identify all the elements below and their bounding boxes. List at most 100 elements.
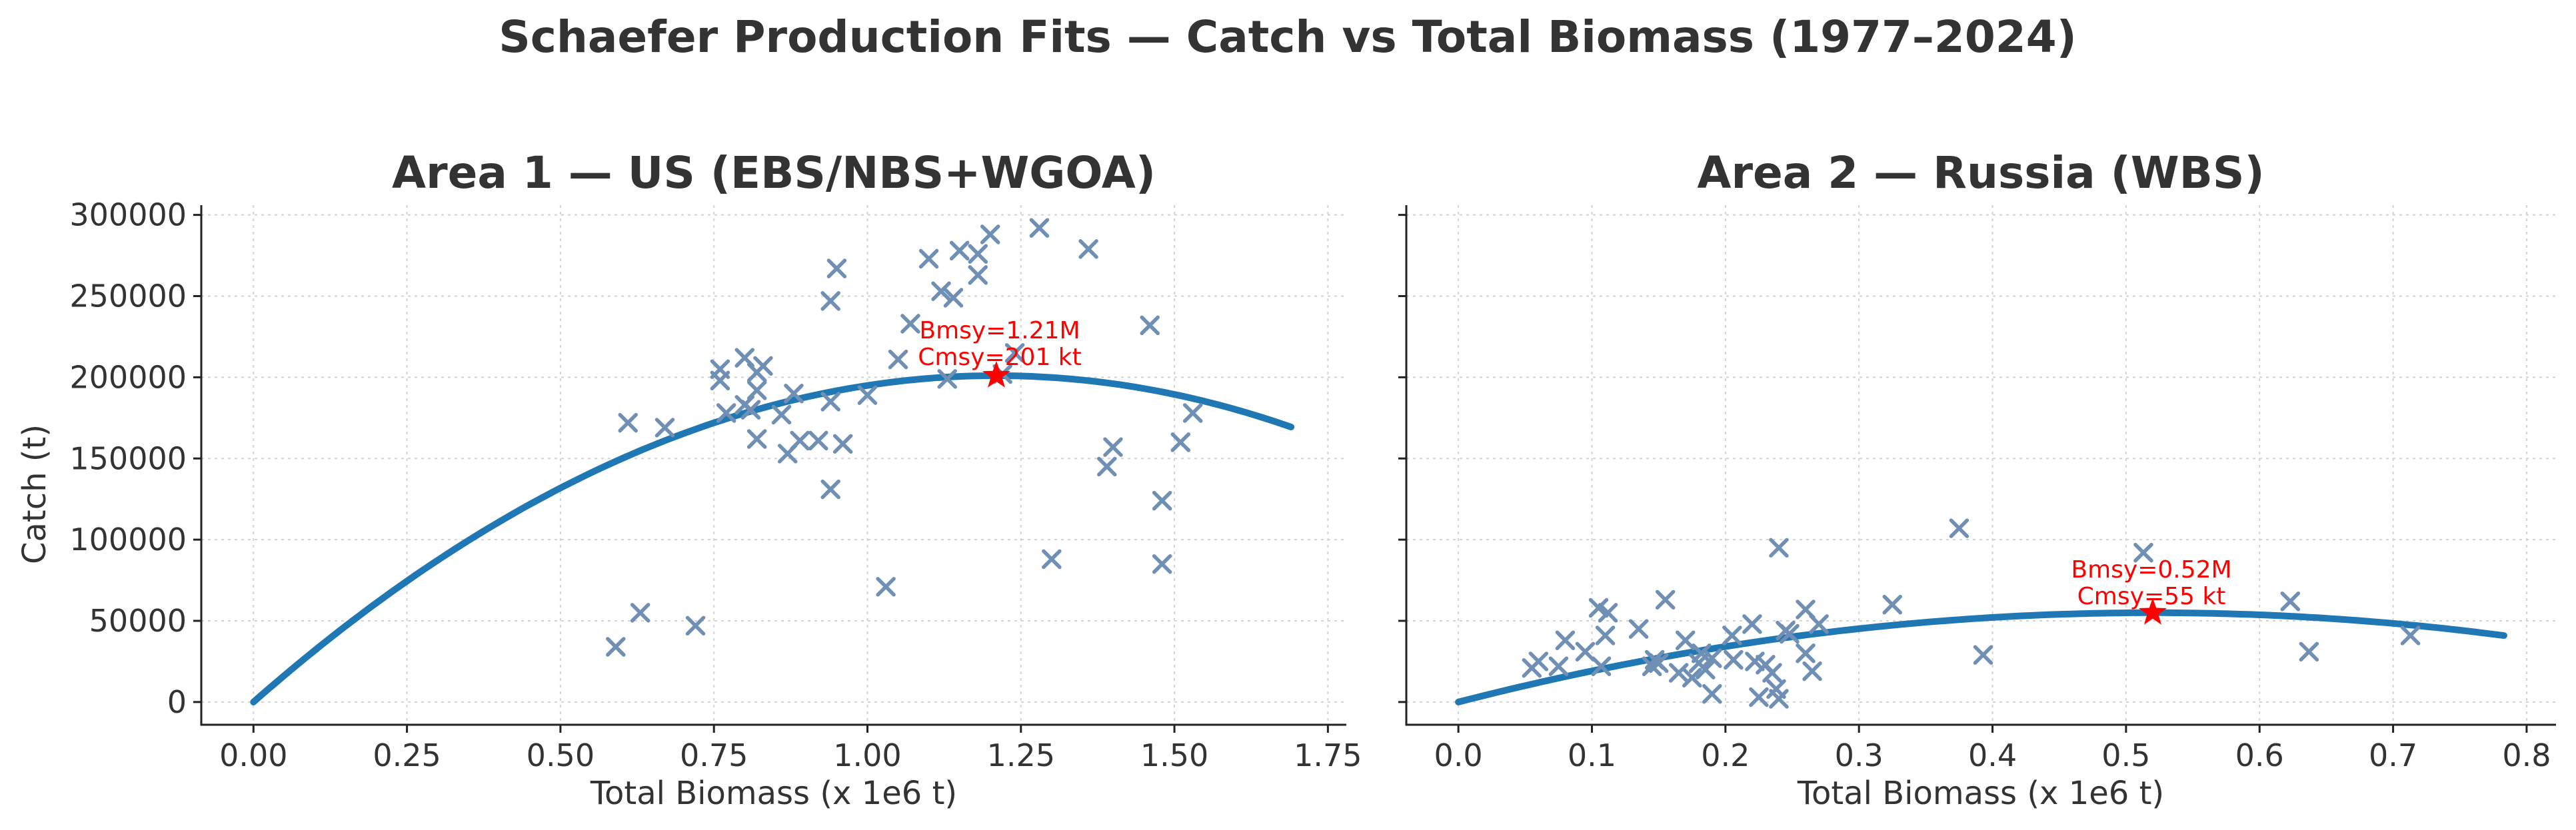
panel-2-observation-point <box>1528 651 1549 671</box>
panel-2-x-tick-label: 0.5 <box>2101 737 2150 773</box>
panel-2-observation-point <box>1745 651 1765 671</box>
panel-2-observation-point <box>1802 661 1822 681</box>
panel-1-y-tick-label: 100000 <box>69 522 187 558</box>
panel-1-observation-point <box>808 430 828 451</box>
panel-1-y-tick-label: 50000 <box>89 603 187 639</box>
panel-2-x-tick-label: 0.0 <box>1434 737 1483 773</box>
panel-1-observation-point <box>826 258 847 278</box>
panel-2-observation-point <box>1682 667 1702 688</box>
panel-1-observation-point <box>857 385 878 405</box>
panel-1-annotation-bmsy: Bmsy=1.21M <box>919 317 1080 344</box>
panel-2-observation-point <box>2133 542 2153 563</box>
panel-1-observation-point <box>949 240 970 260</box>
panel-1-observation-point <box>784 384 804 404</box>
panel-1-observation-point <box>710 370 730 390</box>
panel-1-y-axis-label: Catch (t) <box>16 424 53 564</box>
panel-1-x-tick-label: 0.00 <box>219 737 287 773</box>
panel-2-x-tick-label: 0.3 <box>1835 737 1884 773</box>
panel-1-observation-point <box>888 349 908 370</box>
panel-1-observation-point <box>654 418 675 438</box>
panel-2-x-tick-label: 0.8 <box>2502 737 2551 773</box>
panel-2-schaefer-fit-line <box>1455 609 2507 705</box>
panel-1-observation-point <box>1096 456 1117 477</box>
panel-2-axes: 0.0 0.1 0.2 0.3 0.4 0.5 0.6 0.7 0.8 <box>1398 205 2556 773</box>
panel-1-observation-point <box>980 224 1000 244</box>
panel-1-observation-point <box>900 314 920 334</box>
panel-1-observation-point <box>968 265 988 285</box>
panel-1-grid <box>201 205 1346 725</box>
panel-1-observation-point <box>832 434 853 454</box>
panel-2-observation-point <box>1702 648 1722 668</box>
panel-1-x-tick-label: 0.50 <box>527 737 595 773</box>
panel-2-annotation-bmsy: Bmsy=0.52M <box>2071 556 2231 584</box>
panel-1-observation-point <box>753 356 773 376</box>
panel-2-x-tick-label: 0.4 <box>1968 737 2017 773</box>
panel-2-x-axis-label: Total Biomass (x 1e6 t) <box>1797 775 2164 812</box>
panel-1-observation-point <box>740 400 761 420</box>
panel-2-observation-point <box>1598 603 1618 623</box>
panel-1-observation-point <box>1078 239 1098 259</box>
panel-1-observation-point <box>1170 432 1191 452</box>
panel-1-x-tick-label: 1.25 <box>987 737 1055 773</box>
panel-2-observation-point <box>1696 659 1716 679</box>
panel-2-observation-point <box>1628 619 1649 639</box>
panel-2-x-tick-label: 0.7 <box>2369 737 2417 773</box>
panel-2-annotation-cmsy: Cmsy=55 kt <box>2077 583 2226 610</box>
panel-2-observation-point <box>1591 656 1612 676</box>
panel-2-axis-spines <box>1405 205 2556 726</box>
panel-1-y-tick-label: 150000 <box>69 440 187 476</box>
panel-2-observation-point <box>2280 592 2301 612</box>
panel-2-observation-point <box>1575 641 1596 662</box>
panel-1-observation-point <box>746 429 767 449</box>
panel-2-x-tick-label: 0.2 <box>1701 737 1750 773</box>
panel-1-observation-point <box>790 430 810 451</box>
panel-1-observation-point <box>937 369 957 389</box>
panel-1-observation-point <box>685 616 706 636</box>
panel-1-observation-point <box>606 637 626 657</box>
panel-2-observation-point <box>1796 643 1816 663</box>
panel-1-x-tick-label: 1.00 <box>833 737 901 773</box>
panel-2-observation-point <box>1749 687 1769 707</box>
panel-1-observation-point <box>1042 549 1062 570</box>
panel-1-observation-point <box>968 244 988 264</box>
panel-2-observation-point <box>1548 656 1569 676</box>
panel-1-observation-point <box>630 603 650 623</box>
panel-1-x-tick-label: 0.25 <box>373 737 441 773</box>
panel-1-observations <box>606 218 1203 657</box>
panel-2-observation-point <box>1882 594 1903 615</box>
panel-2-observation-point <box>1675 630 1696 650</box>
panel-2-observation-point <box>1769 538 1789 558</box>
panel-2-observation-point <box>1724 649 1744 670</box>
panel-area-2: 0.0 0.1 0.2 0.3 0.4 0.5 0.6 0.7 0.8 Area 2 — Rus… <box>1398 147 2556 812</box>
panel-2-observation-point <box>1780 623 1800 644</box>
panel-1-x-axis-label: Total Biomass (x 1e6 t) <box>590 775 957 812</box>
panel-1-x-tick-label: 1.75 <box>1294 737 1362 773</box>
panel-1-observation-point <box>746 380 767 400</box>
panel-1-observation-point <box>931 281 951 301</box>
panel-2-observation-point <box>1655 590 1676 610</box>
panel-1-observation-point <box>918 248 939 269</box>
panel-2-x-tick-label: 0.6 <box>2235 737 2284 773</box>
panel-2-observation-point <box>1762 663 1782 683</box>
panel-2-fit-layer <box>1455 609 2507 705</box>
panel-2-observation-point <box>1973 645 1993 665</box>
panel-1-observation-point <box>820 479 840 500</box>
panel-1-observation-point <box>1140 315 1160 336</box>
panel-1-y-tick-label: 200000 <box>69 359 187 395</box>
panel-2-observation-point <box>1809 614 1829 634</box>
panel-2-observation-point <box>2299 641 2319 662</box>
panel-1-observation-point <box>1004 343 1025 363</box>
panel-2-observation-point <box>1722 625 1742 645</box>
panel-1-axes: 0.00 0.25 0.50 0.75 1.00 1.25 1.50 1.75 0 50000 10… <box>69 197 1362 773</box>
panel-2-observation-point <box>1648 653 1669 673</box>
panel-2-title: Area 2 — Russia (WBS) <box>1697 147 2264 199</box>
panel-1-observation-point <box>943 288 964 308</box>
panel-2-observation-point <box>1702 683 1722 704</box>
panel-1-x-tick-label: 1.50 <box>1140 737 1208 773</box>
panel-1-observation-point <box>1029 218 1050 238</box>
panel-1-observation-point <box>1152 490 1172 511</box>
panel-1-observation-point <box>716 403 736 423</box>
panel-1-axis-spines <box>200 205 1346 726</box>
